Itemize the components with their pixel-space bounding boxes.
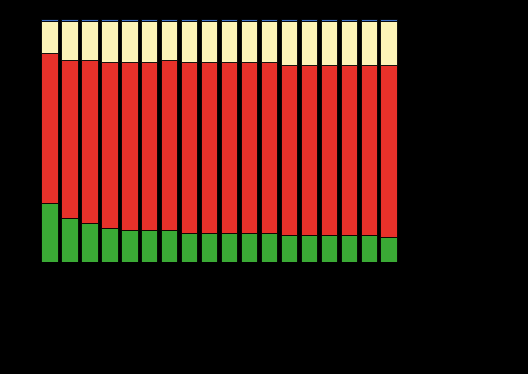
Bar [341, 19, 357, 21]
Bar [101, 21, 118, 62]
Bar [161, 230, 177, 262]
Bar [121, 62, 137, 230]
Bar [121, 19, 137, 21]
Bar [81, 19, 98, 21]
Bar [61, 218, 78, 262]
Bar [361, 19, 377, 21]
Bar [41, 21, 58, 53]
Bar [181, 19, 197, 21]
Bar [341, 21, 357, 65]
Bar [81, 223, 98, 262]
Bar [41, 53, 58, 203]
Bar [261, 233, 277, 262]
Bar [41, 19, 58, 21]
Bar [320, 235, 337, 262]
Bar [61, 60, 78, 218]
Bar [141, 19, 157, 21]
Bar [381, 65, 397, 237]
Bar [101, 228, 118, 262]
Bar [221, 233, 237, 262]
Bar [361, 65, 377, 235]
Bar [141, 21, 157, 62]
Bar [301, 235, 317, 262]
Bar [161, 21, 177, 60]
Bar [320, 65, 337, 235]
Bar [241, 62, 257, 233]
Bar [241, 19, 257, 21]
Bar [81, 60, 98, 223]
Bar [320, 19, 337, 21]
Bar [101, 62, 118, 228]
Bar [261, 62, 277, 233]
Bar [161, 60, 177, 230]
Bar [201, 233, 218, 262]
Bar [281, 65, 297, 235]
Bar [241, 21, 257, 62]
Bar [201, 62, 218, 233]
Bar [141, 62, 157, 230]
Bar [381, 237, 397, 262]
Bar [181, 21, 197, 62]
Bar [101, 19, 118, 21]
Bar [341, 65, 357, 235]
Bar [281, 21, 297, 65]
Bar [221, 19, 237, 21]
Bar [121, 230, 137, 262]
Bar [161, 19, 177, 21]
Bar [201, 19, 218, 21]
Bar [221, 62, 237, 233]
Bar [301, 21, 317, 65]
Bar [81, 21, 98, 60]
Bar [381, 21, 397, 65]
Bar [241, 233, 257, 262]
Bar [121, 21, 137, 62]
Bar [320, 21, 337, 65]
Bar [301, 19, 317, 21]
Bar [281, 235, 297, 262]
Bar [41, 203, 58, 262]
Bar [301, 65, 317, 235]
Bar [61, 19, 78, 21]
Bar [261, 21, 277, 62]
Bar [201, 21, 218, 62]
Bar [221, 21, 237, 62]
Bar [341, 235, 357, 262]
Bar [381, 19, 397, 21]
Bar [361, 235, 377, 262]
Bar [181, 62, 197, 233]
Bar [261, 19, 277, 21]
Bar [361, 21, 377, 65]
Bar [141, 230, 157, 262]
Bar [181, 233, 197, 262]
Bar [281, 19, 297, 21]
Bar [61, 21, 78, 60]
